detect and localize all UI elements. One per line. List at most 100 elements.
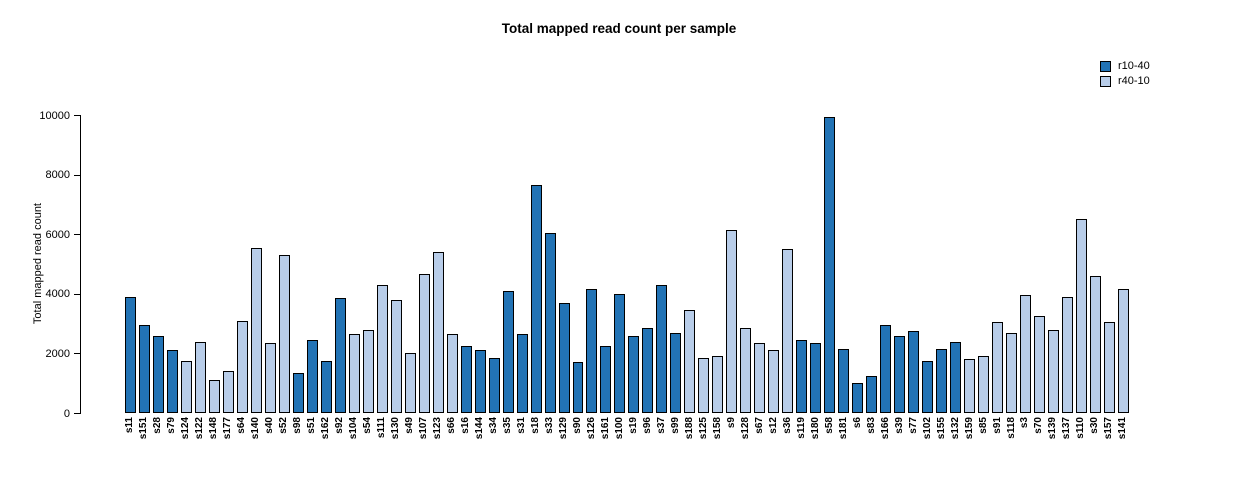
x-tick-cell: s70 xyxy=(1033,417,1045,475)
x-tick-label: s16 xyxy=(460,417,472,434)
y-tick-mark xyxy=(74,115,80,116)
x-tick-label: s79 xyxy=(166,417,178,434)
bar-s126 xyxy=(586,289,598,413)
y-tick-label: 10000 xyxy=(39,109,70,122)
x-tick-label: s54 xyxy=(362,417,374,434)
bar-s140 xyxy=(250,247,262,413)
x-tick-cell: s188 xyxy=(684,417,695,475)
bar-s107 xyxy=(418,274,430,413)
x-tick-label: s39 xyxy=(893,417,905,434)
legend-swatch-r40-10 xyxy=(1100,75,1111,87)
x-tick-label: s3 xyxy=(1019,417,1031,429)
x-tick-cell: s37 xyxy=(656,417,667,475)
x-tick-label: s119 xyxy=(795,417,807,439)
x-tick-label: s40 xyxy=(264,417,276,434)
y-tick-mark xyxy=(74,174,80,176)
x-tick-cell: s148 xyxy=(208,417,220,475)
x-tick-cell: s128 xyxy=(740,417,751,475)
bar-s166 xyxy=(880,325,892,413)
bar-s99 xyxy=(670,332,682,413)
x-tick-cell: s130 xyxy=(390,417,402,475)
bar-s39 xyxy=(894,335,906,413)
x-tick-label: s166 xyxy=(879,417,891,440)
bar-s90 xyxy=(572,362,584,413)
x-tick-label: s161 xyxy=(599,417,611,440)
x-tick-label: s144 xyxy=(474,417,486,440)
x-tick-label: s51 xyxy=(306,417,318,434)
bar-s155 xyxy=(936,348,948,413)
x-tick-cell: s158 xyxy=(712,417,723,475)
x-tick-cell: s98 xyxy=(292,417,304,475)
x-tick-label: s180 xyxy=(809,417,821,440)
bar-s6 xyxy=(852,383,864,413)
x-tick-cell: s30 xyxy=(1089,417,1101,475)
bar-s132 xyxy=(950,341,962,413)
x-tick-label: s118 xyxy=(1005,417,1017,439)
x-tick-cell: s66 xyxy=(446,417,458,475)
bar-s111 xyxy=(376,284,388,413)
x-tick-cell: s129 xyxy=(558,417,570,475)
x-tick-cell: s96 xyxy=(642,417,653,475)
x-tick-cell: s162 xyxy=(320,417,332,475)
bar-s104 xyxy=(348,334,360,413)
bar-s188 xyxy=(684,310,696,413)
x-tick-label: s90 xyxy=(571,417,583,434)
x-tick-label: s77 xyxy=(907,417,919,434)
chart-title: Total mapped read count per sample xyxy=(501,21,737,36)
x-tick-label: s140 xyxy=(250,417,262,440)
bar-s139 xyxy=(1047,329,1059,413)
x-tick-cell: s6 xyxy=(852,417,863,475)
x-tick-cell: s140 xyxy=(250,417,262,475)
bar-s67 xyxy=(754,343,766,413)
bar-s40 xyxy=(264,343,276,413)
x-tick-label: s91 xyxy=(991,417,1003,434)
x-tick-cell: s40 xyxy=(264,417,276,475)
bar-s11 xyxy=(125,296,136,413)
x-tick-cell: s52 xyxy=(278,417,290,475)
bar-s128 xyxy=(740,328,752,413)
x-tick-label: s107 xyxy=(418,417,430,440)
x-tick-label: s148 xyxy=(208,417,220,440)
bar-s83 xyxy=(866,375,878,413)
x-tick-cell: s132 xyxy=(950,417,961,475)
x-tick-label: s155 xyxy=(935,417,947,440)
bar-s151 xyxy=(138,325,150,413)
bars-area xyxy=(122,115,1132,413)
y-tick-label: 6000 xyxy=(45,228,70,241)
y-tick-mark xyxy=(74,353,80,355)
x-tick-label: s157 xyxy=(1103,417,1115,440)
x-tick-cell: s92 xyxy=(334,417,346,475)
bar-s18 xyxy=(530,185,542,413)
x-tick-cell: s161 xyxy=(600,417,611,475)
bar-s122 xyxy=(194,341,206,413)
bar-s64 xyxy=(236,320,248,413)
x-tick-cell: s159 xyxy=(964,417,975,475)
x-tick-cell: s155 xyxy=(936,417,947,475)
bar-s54 xyxy=(362,329,374,413)
bar-s180 xyxy=(810,343,822,413)
bar-s85 xyxy=(978,356,990,413)
x-tick-cell: s110 xyxy=(1075,417,1087,475)
x-tick-label: s137 xyxy=(1061,417,1073,440)
x-tick-cell: s139 xyxy=(1047,417,1059,475)
bar-s118 xyxy=(1006,332,1017,413)
bar-s159 xyxy=(964,359,976,413)
x-tick-cell: s102 xyxy=(922,417,933,475)
x-tick-cell: s11 xyxy=(124,417,136,475)
bar-s123 xyxy=(432,252,444,413)
x-tick-label: s151 xyxy=(138,417,150,440)
x-tick-cell: s144 xyxy=(474,417,486,475)
bar-s148 xyxy=(208,380,220,413)
bar-s125 xyxy=(698,357,710,413)
x-tick-cell: s77 xyxy=(908,417,919,475)
x-tick-cell: s90 xyxy=(571,417,584,475)
x-tick-cell: s83 xyxy=(866,417,877,475)
x-tick-cell: s111 xyxy=(376,417,388,475)
x-tick-label: s92 xyxy=(334,417,346,434)
legend-row-r40-10: r40-10 xyxy=(1100,75,1150,87)
x-tick-cell: s151 xyxy=(138,417,150,475)
x-tick-cell: s34 xyxy=(488,417,500,475)
bar-s144 xyxy=(474,350,486,413)
x-tick-label: s11 xyxy=(124,417,136,434)
